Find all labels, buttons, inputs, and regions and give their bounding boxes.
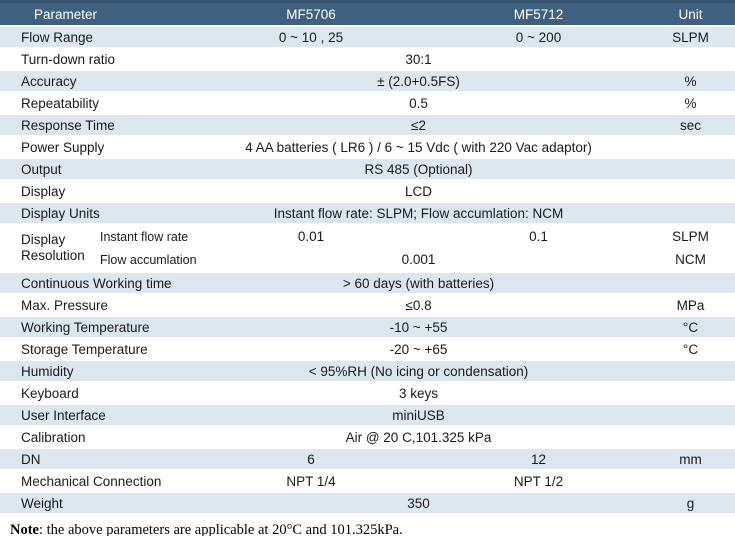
row-display: Display LCD bbox=[0, 181, 735, 203]
value-span: 0.5 bbox=[409, 95, 428, 111]
table-header-row: Parameter MF5706 MF5712 Unit bbox=[0, 3, 735, 27]
header-mf5712: MF5712 bbox=[513, 6, 564, 22]
row-user-interface: User Interface miniUSB bbox=[0, 405, 735, 427]
value-span: ≤0.8 bbox=[405, 297, 432, 313]
unit-value: % bbox=[684, 95, 697, 111]
row-max-pressure: Max. Pressure ≤0.8 MPa bbox=[0, 295, 735, 317]
row-working-temperature: Working Temperature -10 ~ +55 °C bbox=[0, 317, 735, 339]
unit-value: SLPM bbox=[672, 229, 709, 244]
header-unit: Unit bbox=[678, 6, 703, 22]
row-continuous-working-time: Continuous Working time > 60 days (with … bbox=[0, 273, 735, 295]
row-repeatability: Repeatability 0.5 % bbox=[0, 93, 735, 115]
row-output: Output RS 485 (Optional) bbox=[0, 159, 735, 181]
param-label: DN bbox=[21, 451, 41, 467]
spec-table: Parameter MF5706 MF5712 Unit Flow Range … bbox=[0, 0, 735, 515]
param-label: Accuracy bbox=[21, 73, 77, 89]
param-label: Output bbox=[21, 161, 62, 177]
value-span: > 60 days (with batteries) bbox=[342, 275, 495, 291]
header-parameter: Parameter bbox=[34, 6, 98, 22]
unit-value: NCM bbox=[675, 252, 706, 267]
param-label: Working Temperature bbox=[21, 319, 150, 335]
value-mf5712: 12 bbox=[530, 451, 547, 467]
param-label: Humidity bbox=[21, 363, 74, 379]
row-display-units: Display Units Instant flow rate: SLPM; F… bbox=[0, 203, 735, 225]
unit-value: sec bbox=[679, 117, 701, 133]
value-span: Instant flow rate: SLPM; Flow accumlatio… bbox=[273, 205, 564, 221]
header-mf5706: MF5706 bbox=[286, 6, 336, 22]
param-label: Max. Pressure bbox=[21, 297, 109, 313]
param-label: Power Supply bbox=[21, 139, 105, 155]
value-span: ± (2.0+0.5FS) bbox=[377, 73, 460, 89]
unit-value: °C bbox=[682, 319, 699, 335]
param-label: Turn-down ratio bbox=[21, 51, 116, 67]
value-span: -20 ~ +65 bbox=[389, 341, 448, 357]
value-span: LCD bbox=[404, 183, 432, 199]
value-mf5712: 0.1 bbox=[529, 229, 548, 244]
footnote: Note: the above parameters are applicabl… bbox=[0, 515, 735, 536]
value-mf5706: NPT 1/4 bbox=[286, 473, 336, 489]
value-span: ≤2 bbox=[411, 117, 426, 133]
row-display-resolution: Display Resolution Instant flow rate 0.0… bbox=[0, 225, 735, 273]
row-accuracy: Accuracy ± (2.0+0.5FS) % bbox=[0, 71, 735, 93]
param-label: Calibration bbox=[21, 429, 86, 445]
param-label: Weight bbox=[21, 495, 63, 511]
param-label: Repeatability bbox=[21, 95, 100, 111]
row-storage-temperature: Storage Temperature -20 ~ +65 °C bbox=[0, 339, 735, 361]
row-mechanical-connection: Mechanical Connection NPT 1/4 NPT 1/2 bbox=[0, 471, 735, 493]
row-turn-down-ratio: Turn-down ratio 30:1 bbox=[0, 49, 735, 71]
param-label: Display Resolution bbox=[21, 232, 85, 263]
unit-value: °C bbox=[682, 341, 699, 357]
value-span: 30:1 bbox=[405, 51, 432, 67]
footnote-text: : the above parameters are applicable at… bbox=[39, 522, 403, 536]
unit-value: % bbox=[684, 73, 697, 89]
param-label: Continuous Working time bbox=[21, 275, 172, 291]
value-span: < 95%RH (No icing or condensation) bbox=[308, 363, 529, 379]
row-keyboard: Keyboard 3 keys bbox=[0, 383, 735, 405]
footnote-label: Note bbox=[10, 522, 39, 536]
subparam-instant-flow-rate: Instant flow rate bbox=[100, 229, 189, 244]
unit-value: SLPM bbox=[672, 29, 709, 45]
row-power-supply: Power Supply 4 AA batteries ( LR6 ) / 6 … bbox=[0, 137, 735, 159]
row-flow-range: Flow Range 0 ~ 10 , 25 0 ~ 200 SLPM bbox=[0, 27, 735, 49]
value-span: 3 keys bbox=[398, 385, 439, 401]
row-dn: DN 6 12 mm bbox=[0, 449, 735, 471]
param-label: Response Time bbox=[21, 117, 115, 133]
value-span: 0.001 bbox=[401, 252, 436, 267]
param-label: Mechanical Connection bbox=[21, 473, 162, 489]
param-label: User Interface bbox=[21, 407, 106, 423]
unit-value: g bbox=[686, 495, 695, 511]
subparam-flow-accumlation: Flow accumlation bbox=[100, 252, 197, 267]
param-label: Flow Range bbox=[21, 29, 94, 45]
unit-value: mm bbox=[679, 451, 702, 467]
value-span: 4 AA batteries ( LR6 ) / 6 ~ 15 Vdc ( wi… bbox=[245, 139, 592, 155]
param-label: Display Units bbox=[21, 205, 100, 221]
value-mf5706: 0 ~ 10 , 25 bbox=[278, 29, 344, 45]
value-span: RS 485 (Optional) bbox=[364, 161, 473, 177]
param-label: Storage Temperature bbox=[21, 341, 148, 357]
param-label: Display bbox=[21, 183, 66, 199]
value-span: Air @ 20 C,101.325 kPa bbox=[345, 429, 492, 445]
value-mf5712: 0 ~ 200 bbox=[515, 29, 562, 45]
row-response-time: Response Time ≤2 sec bbox=[0, 115, 735, 137]
row-calibration: Calibration Air @ 20 C,101.325 kPa bbox=[0, 427, 735, 449]
unit-value: MPa bbox=[676, 297, 705, 313]
value-mf5712: NPT 1/2 bbox=[513, 473, 564, 489]
value-mf5706: 6 bbox=[307, 451, 315, 467]
row-humidity: Humidity < 95%RH (No icing or condensati… bbox=[0, 361, 735, 383]
param-label: Keyboard bbox=[21, 385, 79, 401]
value-span: miniUSB bbox=[392, 407, 445, 423]
row-weight: Weight 350 g bbox=[0, 493, 735, 515]
value-span: -10 ~ +55 bbox=[389, 319, 448, 335]
value-mf5706: 0.01 bbox=[297, 229, 325, 244]
value-span: 350 bbox=[407, 495, 430, 511]
